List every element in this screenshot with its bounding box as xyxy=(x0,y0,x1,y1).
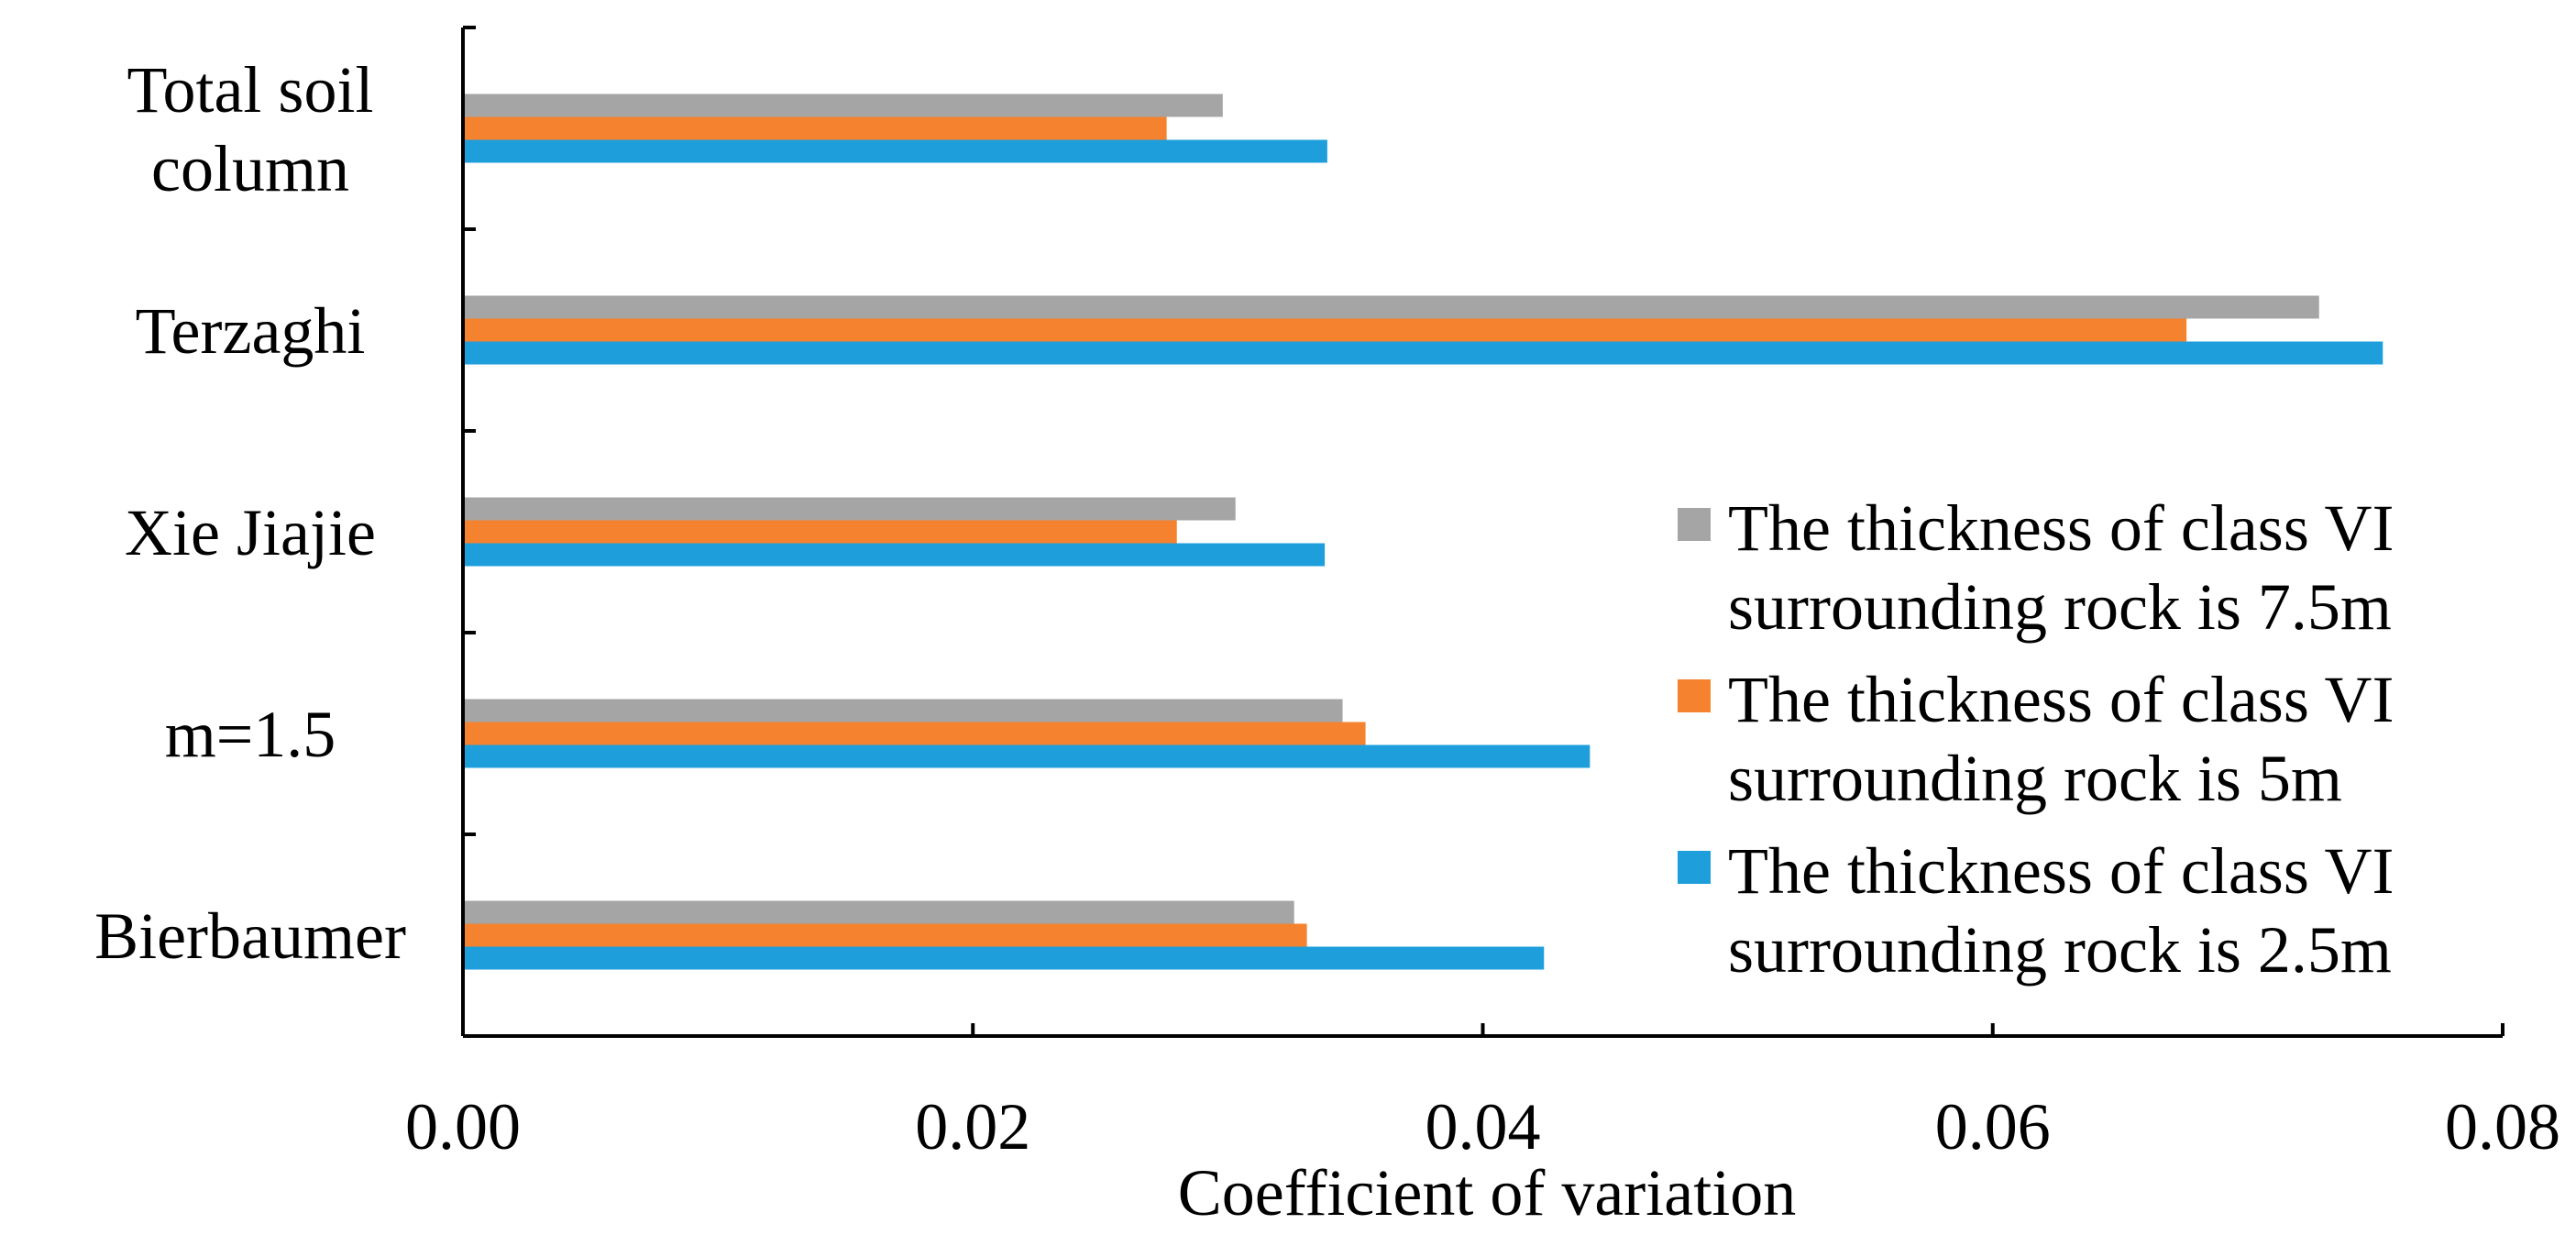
x-axis-title: Coefficient of variation xyxy=(1178,1156,1796,1229)
x-tick-label: 0.04 xyxy=(1426,1090,1541,1163)
bar-m-1-5-series-2 xyxy=(463,722,1366,745)
bar-terzaghi-series-1 xyxy=(463,295,2319,319)
x-tick-labels-group: 0.00 0.02 0.04 0.06 0.08 xyxy=(405,1090,2560,1163)
legend-swatch xyxy=(1678,851,1711,884)
legend-label: The thickness of class VI surrounding roc… xyxy=(1728,663,2394,815)
category-labels-group: Bierbaumer m=1.5 Xie Jiajie Terzaghi Total s… xyxy=(94,53,406,973)
legend-label: The thickness of class VI surrounding roc… xyxy=(1728,491,2394,644)
bar-terzaghi-series-3 xyxy=(463,341,2383,365)
category-label: Xie Jiajie xyxy=(125,496,376,569)
category-label-line: Bierbaumer xyxy=(94,899,406,973)
category-label-line: Terzaghi xyxy=(136,294,366,368)
legend-swatch xyxy=(1678,508,1711,541)
bar-xie-jiajie-series-2 xyxy=(463,520,1177,544)
bars-group xyxy=(463,94,2383,970)
category-label: m=1.5 xyxy=(165,698,336,771)
legend-label-line: surrounding rock is 2.5m xyxy=(1728,913,2392,987)
category-label-line: m=1.5 xyxy=(165,698,336,771)
x-tick-label: 0.08 xyxy=(2445,1090,2560,1163)
bar-bierbaumer-series-1 xyxy=(463,900,1294,924)
category-label-line: Xie Jiajie xyxy=(125,496,376,569)
legend-label-line: The thickness of class VI xyxy=(1728,491,2394,565)
x-ticks-group xyxy=(461,1023,2504,1036)
category-label-line: column xyxy=(151,132,349,205)
legend-label-line: surrounding rock is 7.5m xyxy=(1728,570,2392,644)
legend-label: The thickness of class VI surrounding roc… xyxy=(1728,834,2394,987)
bar-m-1-5-series-1 xyxy=(463,699,1343,722)
bar-terzaghi-series-2 xyxy=(463,318,2187,342)
x-tick-label: 0.06 xyxy=(1935,1090,2051,1163)
category-label: Total soil column xyxy=(127,53,374,205)
legend-swatch xyxy=(1678,679,1711,712)
x-tick-label: 0.00 xyxy=(405,1090,521,1163)
bar-bierbaumer-series-2 xyxy=(463,923,1307,947)
bar-total-soil-column-series-3 xyxy=(463,139,1327,163)
y-ticks-group xyxy=(463,26,476,1038)
x-tick-label: 0.02 xyxy=(915,1090,1030,1163)
legend: The thickness of class VI surrounding roc… xyxy=(1678,491,2394,987)
bar-xie-jiajie-series-3 xyxy=(463,543,1326,567)
bar-bierbaumer-series-3 xyxy=(463,946,1545,970)
category-label: Bierbaumer xyxy=(94,899,406,973)
bar-m-1-5-series-3 xyxy=(463,744,1591,768)
legend-label-line: The thickness of class VI xyxy=(1728,834,2394,908)
bar-total-soil-column-series-1 xyxy=(463,94,1223,117)
legend-label-line: surrounding rock is 5m xyxy=(1728,742,2342,815)
bar-xie-jiajie-series-1 xyxy=(463,497,1236,521)
bar-total-soil-column-series-2 xyxy=(463,116,1167,140)
category-label: Terzaghi xyxy=(136,294,366,368)
category-label-line: Total soil xyxy=(127,53,374,127)
legend-label-line: The thickness of class VI xyxy=(1728,663,2394,736)
